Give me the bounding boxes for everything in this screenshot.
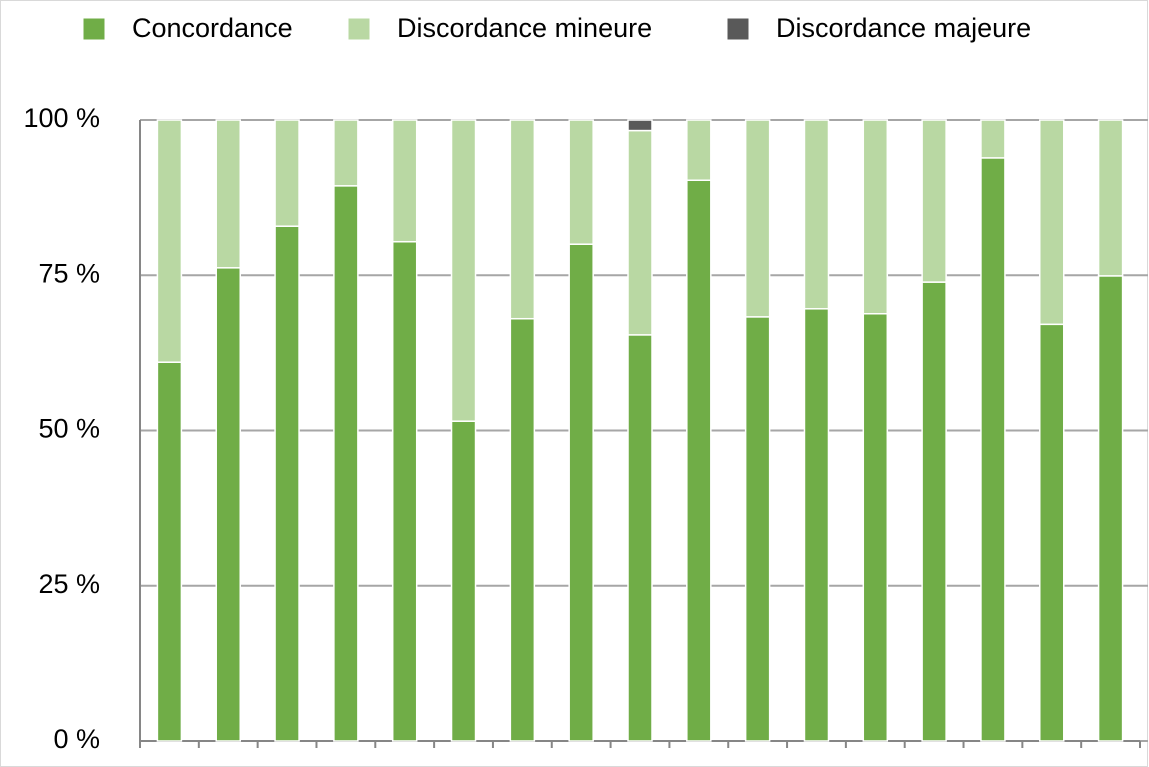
bar-segment [803,119,830,310]
y-tick-label: 50 % [38,414,100,444]
bar-segment [627,129,653,336]
bar-segment [686,179,712,742]
bar-segment [980,119,1006,159]
bar-segment [980,157,1006,742]
bar-segment [156,361,183,742]
legend-label: Concordance [132,13,293,43]
legend-swatch [726,17,750,41]
bar-segment [627,119,653,132]
bar-segment [509,317,536,742]
y-tick-label: 0 % [53,724,100,754]
bar-segment [156,119,183,363]
bar-segment [686,119,712,181]
bar-segment [627,334,653,742]
bar-segment [568,119,594,245]
legend-label: Discordance majeure [776,13,1031,43]
bar-segment [803,308,830,742]
bar-segment [1039,323,1065,742]
bar-segment [744,119,771,318]
bar-segment [568,243,594,742]
bar-segment [1097,119,1124,277]
y-tick-label: 25 % [38,569,100,599]
bar-segment [862,313,889,742]
bar-segment [744,316,771,742]
bar-segment [450,119,477,422]
bar-segment [509,119,536,320]
y-tick-label: 75 % [38,258,100,288]
bar-segment [391,119,418,243]
bar-segment [274,119,300,227]
bar-segment [215,119,241,269]
bar-segment [333,185,359,742]
legend-swatch [82,17,106,41]
legend-label: Discordance mineure [397,13,652,43]
y-tick-label: 100 % [23,103,100,133]
bar-segment [333,119,359,187]
bar-segment [391,240,418,742]
bar-segment [1039,119,1065,326]
bar-segment [215,267,241,742]
bar-segment [862,119,889,315]
bar-segment [450,420,477,742]
bar-segment [921,281,947,742]
bar-segment [921,119,947,283]
legend-swatch [347,17,371,41]
bar-segment [274,225,300,742]
bar-segment [1097,275,1124,742]
